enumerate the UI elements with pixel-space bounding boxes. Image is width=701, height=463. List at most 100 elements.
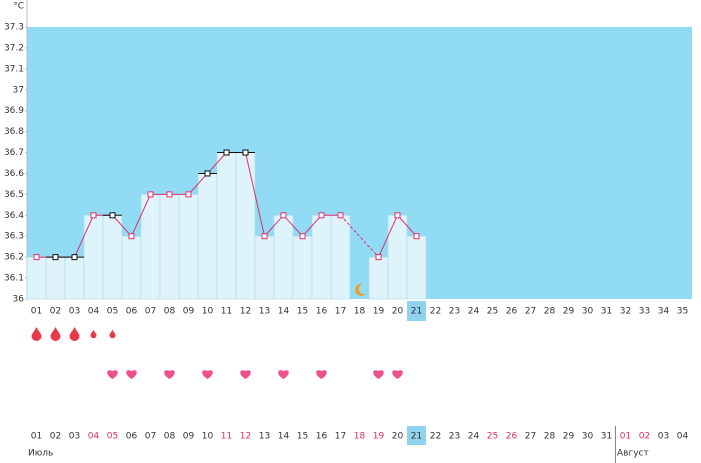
- calendar-day: 20: [392, 432, 404, 442]
- x-tick-label: 13: [259, 307, 270, 317]
- calendar-day: 15: [297, 432, 308, 442]
- bar: [387, 215, 408, 300]
- gap-connector: [340, 214, 379, 258]
- marker: [33, 254, 40, 261]
- marker: [90, 212, 97, 219]
- calendar-day: 19: [373, 432, 385, 442]
- calendar-day: 29: [563, 432, 575, 442]
- y-tick-label: 36.7: [4, 148, 24, 158]
- calendar-day: 04: [677, 432, 689, 442]
- calendar-day: 18: [354, 432, 366, 442]
- marker: [166, 191, 173, 198]
- x-tick-label: 08: [164, 307, 176, 317]
- x-tick-label: 12: [240, 307, 251, 317]
- bar: [368, 256, 389, 300]
- y-tick-label: 36.8: [4, 127, 24, 137]
- marker: [223, 149, 230, 156]
- y-tick-label: 36: [13, 295, 25, 305]
- bar: [406, 235, 427, 300]
- calendar-day: 26: [506, 432, 518, 442]
- bar: [292, 235, 313, 300]
- bar: [26, 256, 47, 300]
- x-tick-label: 10: [202, 307, 214, 317]
- x-tick-label: 33: [639, 307, 650, 317]
- marker: [109, 212, 116, 219]
- x-tick-label: 22: [430, 307, 441, 317]
- calendar-day: 13: [259, 432, 270, 442]
- bar: [330, 215, 351, 300]
- x-tick-label: 07: [145, 307, 156, 317]
- drop-icon: [109, 329, 116, 339]
- y-tick-label: 36.1: [4, 274, 24, 284]
- y-tick-label: 37: [13, 85, 24, 95]
- calendar-day: 07: [145, 432, 156, 442]
- y-tick-label: 36.9: [4, 106, 24, 116]
- bar: [216, 152, 237, 300]
- x-tick-label: 05: [107, 307, 118, 317]
- marker: [280, 212, 287, 219]
- marker: [413, 233, 420, 240]
- bar: [45, 256, 66, 300]
- y-tick-label: 36.3: [4, 232, 24, 242]
- drop-icon: [90, 329, 97, 339]
- bar: [178, 194, 199, 300]
- x-tick-label: 28: [544, 307, 556, 317]
- calendar-day: 22: [430, 432, 441, 442]
- calendar-day: 02: [639, 432, 650, 442]
- calendar-day: 01: [620, 432, 631, 442]
- x-tick-label: 27: [525, 307, 536, 317]
- calendar-day: 10: [202, 432, 214, 442]
- y-tick-label: 37.2: [4, 43, 24, 53]
- x-tick-label: 32: [620, 307, 631, 317]
- calendar-day: 21: [411, 432, 422, 442]
- bar: [273, 215, 294, 300]
- heart-icon: [107, 370, 118, 379]
- calendar-day: 02: [50, 432, 61, 442]
- calendar-day: 23: [449, 432, 460, 442]
- bar: [254, 235, 275, 300]
- drop-icon: [50, 327, 61, 342]
- x-tick-label: 21: [411, 307, 422, 317]
- heart-icon: [164, 370, 175, 379]
- calendar-day: 25: [487, 432, 498, 442]
- heart-icon: [392, 370, 403, 379]
- marker: [204, 170, 211, 177]
- heart-icon: [240, 370, 251, 379]
- bar: [235, 152, 256, 300]
- x-tick-label: 03: [69, 307, 80, 317]
- calendar-day: 12: [240, 432, 251, 442]
- drop-icon: [69, 327, 80, 342]
- moon-icon: [355, 283, 366, 296]
- y-tick-label: 37.1: [4, 64, 24, 74]
- calendar-day: 14: [278, 432, 290, 442]
- marker: [261, 233, 268, 240]
- calendar-day: 17: [335, 432, 346, 442]
- calendar-day: 03: [69, 432, 80, 442]
- calendar-day: 24: [468, 432, 480, 442]
- calendar-day: 11: [221, 432, 232, 442]
- calendar-day: 04: [88, 432, 100, 442]
- x-tick-label: 11: [221, 307, 232, 317]
- calendar-day: 06: [126, 432, 138, 442]
- marker: [185, 191, 192, 198]
- x-tick-label: 26: [506, 307, 518, 317]
- marker: [52, 254, 59, 261]
- calendar-day: 03: [658, 432, 669, 442]
- x-tick-label: 16: [316, 307, 328, 317]
- calendar-day: 30: [582, 432, 594, 442]
- x-tick-label: 34: [658, 307, 670, 317]
- y-unit: °C: [13, 2, 24, 12]
- heart-icon: [316, 370, 327, 379]
- x-tick-label: 35: [677, 307, 688, 317]
- x-tick-label: 02: [50, 307, 61, 317]
- marker: [71, 254, 78, 261]
- x-tick-label: 30: [582, 307, 594, 317]
- marker: [299, 233, 306, 240]
- y-tick-label: 36.5: [4, 190, 24, 200]
- highlight-cell: [407, 301, 426, 321]
- calendar-day: 09: [183, 432, 195, 442]
- calendar-day: 01: [31, 432, 42, 442]
- marker: [394, 212, 401, 219]
- marker: [147, 191, 154, 198]
